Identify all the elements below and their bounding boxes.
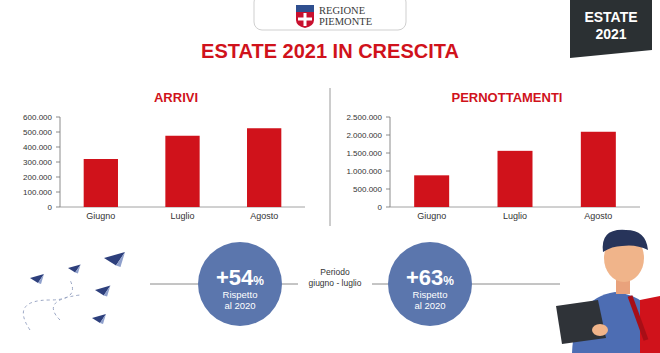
period-bg [298,266,372,290]
paper-plane-wing [75,264,80,273]
paper-plane [92,314,106,323]
chart: ARRIVI 0 100.000 200.000 300.000 400.000 500.0… [23,90,305,221]
y-tick [56,132,60,133]
y-tick [56,207,60,208]
x-tick-label: Agosto [250,211,278,221]
paper-plane [68,264,81,272]
y-tick-label: 0 [378,203,383,212]
stat-value-unit: % [253,274,264,288]
person-strap [630,296,646,340]
paper-plane-wing [116,252,125,267]
y-tick-label: 2.000.000 [346,131,382,140]
stat-circle [198,242,282,326]
badge-text: 2021 [595,26,626,42]
y-tick [386,135,390,136]
y-tick [56,147,60,148]
y-tick-label: 500.000 [353,185,382,194]
bar [247,128,281,207]
y-tick-label: 100.000 [23,188,52,197]
stat-value: +63% [406,265,454,290]
y-tick-label: 2.500.000 [346,113,382,122]
period-text: giugno - luglio [309,278,362,288]
stat-value-main: +63 [406,265,443,290]
logo-text: REGIONE [319,5,365,16]
y-tick [56,177,60,178]
x-tick-label: Giugno [86,211,115,221]
plane-trail [23,280,80,330]
bar [165,136,199,207]
y-tick-label: 1.000.000 [346,167,382,176]
y-tick [386,171,390,172]
logo-box [254,0,406,30]
infographic: REGIONEPIEMONTE ESTATE2021 ESTATE 2021 IN … [0,0,660,353]
y-tick-label: 400.000 [23,143,52,152]
paper-plane-wing [104,286,111,297]
y-tick-label: 600.000 [23,113,52,122]
bar [84,159,118,207]
logo-text: PIEMONTE [319,16,372,27]
logo-cross-h [298,18,312,21]
y-axis [390,117,391,207]
chart: PERNOTTAMENTI 0 500.000 1.000.000 1.500.000 2… [346,90,640,221]
y-tick-label: 500.000 [23,128,52,137]
logo-crest-top [296,5,314,12]
y-tick [56,162,60,163]
y-tick-label: 300.000 [23,158,52,167]
stat-caption: al 2020 [414,300,445,311]
title: ESTATE 2021 IN CRESCITA [201,40,459,62]
badge-text: ESTATE [584,9,637,25]
bar [414,175,449,207]
y-tick-label: 200.000 [23,173,52,182]
divider [330,88,331,226]
logo-crest [296,12,314,28]
y-tick [56,192,60,193]
y-tick [386,117,390,118]
y-tick [386,153,390,154]
x-tick-label: Luglio [170,211,194,221]
bars [414,132,616,207]
person-hair [603,230,648,252]
period-text: Periodo [320,267,350,277]
person-tablet [556,300,606,344]
y-tick [386,207,390,208]
stat-value-main: +54 [216,265,254,290]
stat-value-unit: % [443,274,454,288]
y-tick [56,117,60,118]
stat-value: +54% [216,265,264,290]
y-tick-label: 0 [48,203,53,212]
stat-caption: al 2020 [224,300,255,311]
y-tick [386,189,390,190]
chart-title: PERNOTTAMENTI [452,90,563,105]
paper-plane-wing [100,314,106,324]
bars [84,128,282,207]
chart-title: ARRIVI [154,90,198,105]
y-tick-label: 1.500.000 [346,149,382,158]
paper-plane [30,274,44,283]
person-hand [592,324,608,336]
x-tick-label: Giugno [417,211,446,221]
badge [570,0,652,58]
stat-caption: Rispetto [413,289,448,300]
bar [498,151,533,207]
stat-caption: Rispetto [223,289,258,300]
paper-plane-wing [38,274,44,284]
x-tick-label: Luglio [503,211,527,221]
bar [581,132,616,207]
x-tick-label: Agosto [584,211,612,221]
stat-circle [388,242,472,326]
